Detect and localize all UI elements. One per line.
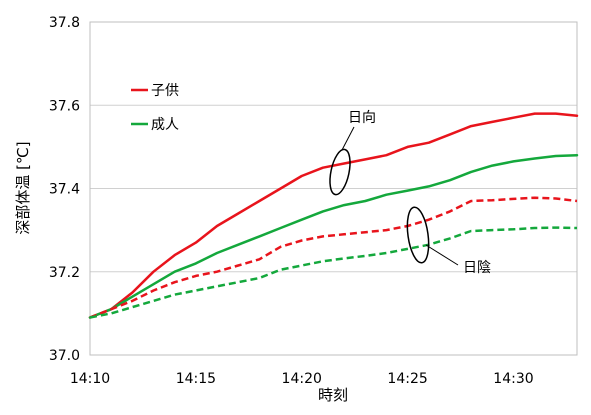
legend-label-adult: 成人 — [151, 117, 179, 133]
legend: 子供 成人 — [131, 83, 179, 133]
annotation-sun-ellipse — [329, 148, 351, 196]
annotation-shade-ellipse — [406, 206, 430, 264]
series-group — [88, 112, 579, 319]
series-line-child-shade — [89, 196, 578, 319]
y-tick-label: 37.2 — [49, 265, 80, 281]
series-line-adult-shade — [89, 226, 578, 319]
y-tick-label: 37.4 — [49, 182, 80, 198]
y-tick-label: 37.0 — [49, 348, 80, 364]
annotation-sun-label: 日向 — [348, 110, 376, 126]
x-tick-label: 14:15 — [176, 371, 216, 387]
legend-label-child: 子供 — [151, 83, 179, 99]
x-tick-labels: 14:10 14:15 14:20 14:25 14:30 — [70, 371, 534, 387]
annotation-shade-leader — [425, 244, 459, 266]
x-tick-label: 14:10 — [70, 371, 110, 387]
annotation-shade: 日陰 — [406, 206, 491, 276]
x-tick-label: 14:20 — [282, 371, 322, 387]
plot-area-frame — [89, 21, 578, 356]
x-axis-title: 時刻 — [318, 386, 348, 404]
x-tick-label: 14:25 — [387, 371, 427, 387]
annotation-sun-leader — [341, 126, 355, 151]
y-tick-labels: 37.0 37.2 37.4 37.6 37.8 — [49, 15, 80, 364]
series-line-child-sun — [88, 112, 579, 319]
annotation-sun: 日向 — [329, 110, 376, 196]
grid-lines — [90, 104, 577, 273]
y-axis-title: 深部体温 [℃] — [14, 141, 32, 234]
y-tick-label: 37.8 — [49, 15, 80, 31]
x-tick-label: 14:30 — [493, 371, 533, 387]
y-tick-label: 37.6 — [49, 98, 80, 114]
series-line-adult-sun — [88, 153, 579, 319]
annotation-shade-label: 日陰 — [463, 260, 491, 276]
